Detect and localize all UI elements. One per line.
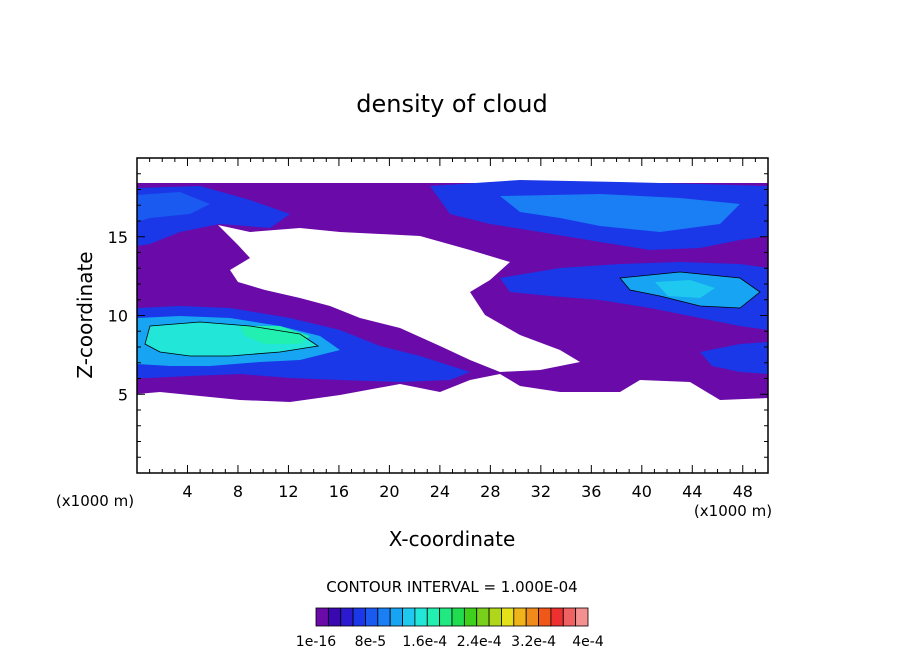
colorbar-swatch	[327, 607, 342, 627]
x-tick-label: 36	[581, 482, 601, 501]
colorbar-swatch	[562, 607, 577, 627]
y-axis: 5 10 15	[108, 173, 768, 458]
colorbar-swatch	[402, 607, 416, 627]
x-tick-label: 4	[182, 482, 192, 501]
cloud-region-upper-right-inner	[500, 194, 740, 232]
colorbar-swatch	[389, 607, 403, 627]
x-tick-label: 12	[278, 482, 298, 501]
x-tick-label: 20	[379, 482, 399, 501]
colorbar-swatch	[525, 607, 539, 627]
cloud-region-lower-right	[700, 342, 768, 374]
x-tick-label: 16	[329, 482, 349, 501]
x-tick-label: 28	[480, 482, 500, 501]
cloud-region-mid-right-core	[655, 280, 715, 298]
x-axis: 4 8 12 16 20 24 28 32 36 40 44 48	[149, 158, 756, 501]
colorbar-swatch	[463, 607, 478, 627]
colorbar-swatch	[414, 607, 428, 627]
contour-field	[137, 180, 768, 402]
y-tick-label: 5	[118, 385, 128, 404]
colorbar-swatch	[377, 607, 391, 627]
x-axis-unit-right: (x1000 m)	[694, 502, 772, 520]
x-axis-label: X-coordinate	[389, 527, 516, 551]
y-axis-label: Z-coordinate	[73, 251, 97, 378]
colorbar-swatch	[451, 607, 465, 627]
colorbar-label: 3.2e-4	[511, 634, 556, 650]
colorbar	[315, 607, 589, 627]
colorbar-swatch	[340, 607, 354, 627]
colorbar-label: 8e-5	[355, 634, 386, 650]
x-axis-unit-left: (x1000 m)	[56, 492, 134, 510]
contour-interval-label: CONTOUR INTERVAL = 1.000E-04	[326, 578, 577, 596]
x-tick-label: 8	[233, 482, 243, 501]
colorbar-swatch	[501, 607, 515, 627]
colorbar-swatch	[426, 607, 441, 627]
colorbar-swatch	[488, 607, 502, 627]
colorbar-swatch	[538, 607, 552, 627]
colorbar-label: 1.6e-4	[402, 634, 447, 650]
x-tick-label: 24	[430, 482, 450, 501]
colorbar-swatch	[352, 607, 366, 627]
chart-title: density of cloud	[356, 90, 547, 118]
cloud-free-region	[218, 225, 580, 372]
cloud-region-upper-left-inner	[137, 192, 210, 222]
contour-line	[144, 271, 761, 357]
colorbar-label: 1e-16	[296, 634, 336, 650]
colorbar-labels: 1e-16 8e-5 1.6e-4 2.4e-4 3.2e-4 4e-4	[296, 634, 604, 650]
colorbar-swatch	[550, 607, 564, 627]
cloud-region-lower-left-core	[240, 326, 310, 344]
colorbar-swatch	[575, 607, 589, 627]
x-tick-label: 40	[632, 482, 652, 501]
x-tick-label: 44	[682, 482, 702, 501]
colorbar-swatch	[476, 607, 490, 627]
colorbar-label: 4e-4	[572, 634, 604, 650]
y-tick-label: 10	[108, 307, 128, 326]
x-tick-label: 32	[531, 482, 551, 501]
colorbar-swatch	[439, 607, 453, 627]
colorbar-swatch	[513, 607, 527, 627]
colorbar-swatch	[315, 607, 329, 627]
colorbar-swatch	[365, 607, 379, 627]
y-tick-label: 15	[108, 228, 128, 247]
colorbar-label: 2.4e-4	[457, 634, 502, 650]
x-tick-label: 48	[733, 482, 753, 501]
